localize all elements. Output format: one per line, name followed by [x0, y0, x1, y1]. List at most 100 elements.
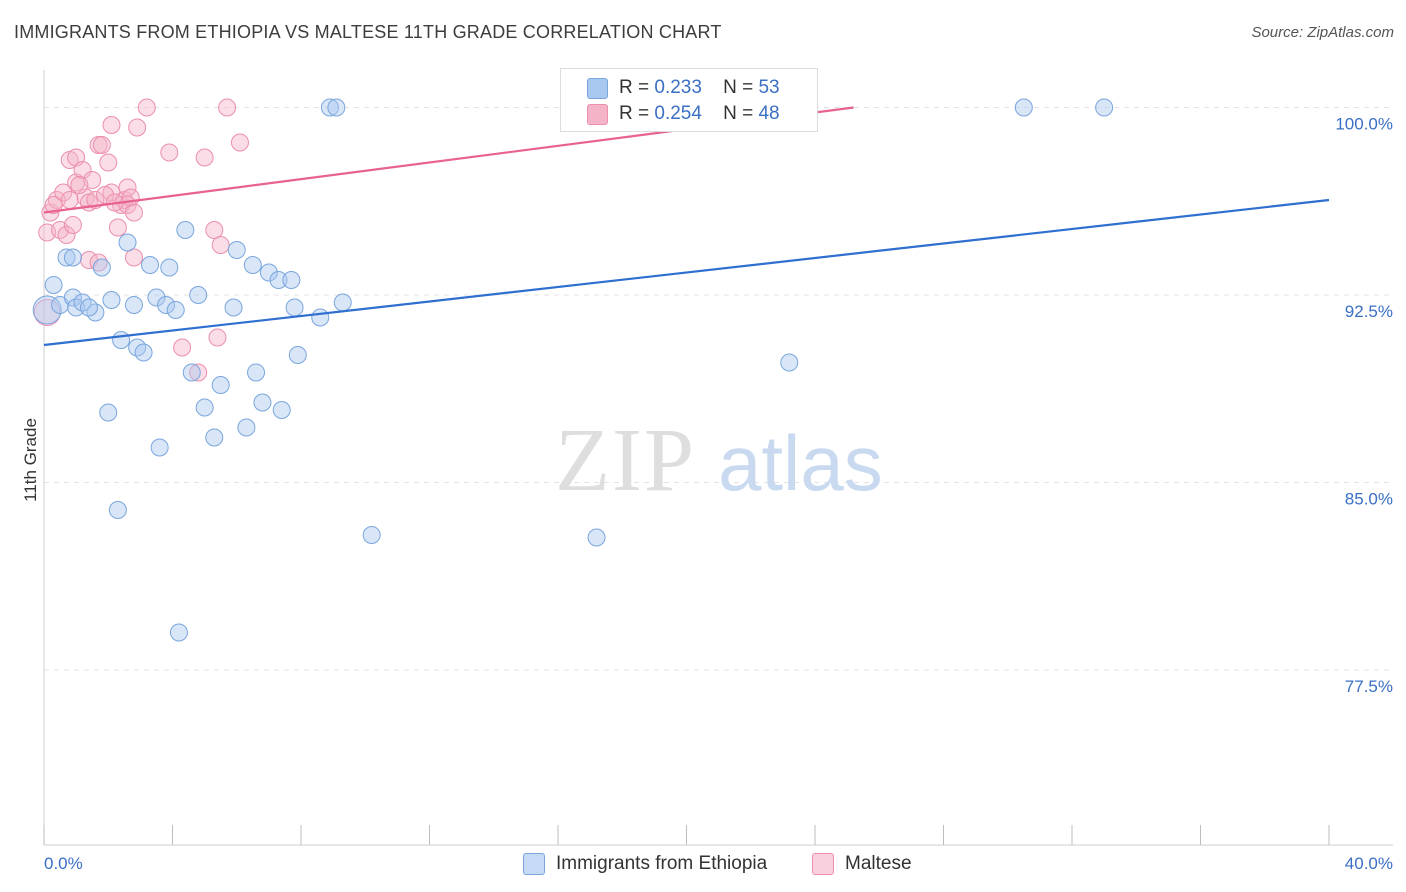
y-tick-label: 92.5%	[1345, 302, 1393, 321]
data-point-ethiopia	[227, 241, 246, 259]
data-point-ethiopia	[327, 98, 346, 117]
data-point-maltese	[121, 188, 140, 207]
data-point-ethiopia	[32, 295, 62, 325]
data-point-ethiopia	[780, 353, 799, 372]
watermark-zip: ZIP	[555, 411, 696, 510]
data-point-maltese	[124, 248, 143, 267]
data-point-ethiopia	[587, 528, 606, 547]
chart-title: IMMIGRANTS FROM ETHIOPIA VS MALTESE 11TH…	[14, 22, 722, 42]
data-point-ethiopia	[320, 98, 339, 117]
data-point-maltese	[211, 236, 230, 254]
legend-swatch-ethiopia	[587, 78, 608, 99]
legend-r-value: 0.233	[654, 77, 702, 98]
data-point-ethiopia	[108, 501, 127, 519]
gridlines	[44, 107, 1393, 671]
data-point-ethiopia	[362, 526, 381, 544]
data-point-ethiopia	[195, 398, 214, 417]
data-point-maltese	[195, 148, 214, 167]
data-point-ethiopia	[166, 301, 185, 319]
data-point-maltese	[108, 218, 127, 237]
legend-label-ethiopia: Immigrants from Ethiopia	[556, 853, 768, 874]
watermark-atlas: atlas	[718, 419, 883, 507]
data-point-ethiopia	[311, 308, 330, 327]
data-point-ethiopia	[141, 256, 160, 274]
data-point-maltese	[230, 133, 249, 152]
data-point-ethiopia	[63, 288, 82, 307]
data-point-ethiopia	[134, 343, 153, 362]
legend-label-maltese: Maltese	[845, 853, 912, 874]
y-axis-title: 11th Grade	[21, 418, 40, 502]
data-point-maltese	[118, 178, 137, 197]
data-point-maltese	[60, 191, 79, 209]
legend-r-value: 0.254	[654, 103, 702, 124]
data-point-ethiopia	[288, 346, 307, 364]
data-point-maltese	[63, 216, 82, 234]
data-point-ethiopia	[237, 418, 256, 437]
data-point-ethiopia	[169, 623, 188, 642]
legend-n-label: N =	[723, 77, 754, 98]
axes	[43, 70, 1393, 846]
data-point-ethiopia	[112, 331, 131, 349]
data-point-ethiopia	[189, 286, 208, 304]
data-point-ethiopia	[182, 363, 201, 382]
legend-n-value: 48	[758, 103, 780, 124]
data-point-ethiopia	[272, 401, 291, 419]
data-point-maltese	[57, 226, 76, 244]
data-point-ethiopia	[124, 296, 143, 314]
trend-line-ethiopia	[43, 198, 1330, 347]
data-point-maltese	[137, 98, 156, 117]
legend-swatch-maltese	[587, 104, 608, 125]
series-ethiopia	[32, 98, 1114, 642]
series-maltese	[33, 98, 738, 382]
legend-swatch-maltese	[812, 853, 834, 875]
data-point-ethiopia	[160, 258, 179, 277]
data-point-maltese	[54, 183, 73, 202]
data-point-maltese	[173, 338, 192, 357]
data-point-ethiopia	[253, 393, 272, 412]
data-point-ethiopia	[157, 296, 176, 314]
data-point-maltese	[92, 136, 111, 154]
correlation-legend: R = 0.233 N = 53 R = 0.254 N = 48	[560, 68, 818, 132]
tick-labels: 77.5% 85.0% 92.5% 100.0% 0.0% 40.0%	[44, 115, 1393, 874]
data-point-maltese	[124, 203, 143, 222]
source-label: Source: ZipAtlas.com	[1251, 24, 1394, 41]
y-tick-label: 85.0%	[1345, 490, 1393, 509]
data-point-ethiopia	[269, 271, 288, 289]
data-point-ethiopia	[150, 438, 169, 457]
data-point-maltese	[33, 299, 61, 326]
data-point-ethiopia	[44, 276, 63, 294]
data-point-maltese	[44, 196, 63, 214]
y-tick-label: 100.0%	[1335, 115, 1393, 134]
data-point-maltese	[208, 328, 227, 347]
legend-r-label: R =	[619, 77, 650, 98]
data-point-ethiopia	[243, 256, 262, 274]
data-point-ethiopia	[99, 403, 118, 422]
data-point-maltese	[102, 116, 121, 134]
data-point-ethiopia	[57, 248, 76, 267]
data-point-maltese	[99, 153, 118, 172]
x-tick-label: 0.0%	[44, 854, 83, 873]
data-point-maltese	[47, 191, 66, 209]
y-tick-label: 77.5%	[1345, 677, 1393, 696]
data-point-ethiopia	[147, 288, 166, 307]
data-point-ethiopia	[285, 298, 304, 317]
data-point-ethiopia	[282, 271, 301, 289]
data-point-maltese	[205, 221, 224, 239]
data-point-maltese	[73, 161, 92, 179]
data-point-ethiopia	[92, 258, 111, 277]
data-point-ethiopia	[1014, 98, 1033, 117]
data-point-maltese	[160, 143, 179, 162]
data-point-ethiopia	[224, 298, 243, 317]
data-point-ethiopia	[211, 376, 230, 394]
data-point-ethiopia	[118, 233, 137, 252]
data-point-maltese	[218, 98, 237, 117]
data-point-ethiopia	[176, 221, 195, 239]
data-point-ethiopia	[1095, 98, 1114, 117]
legend-n-label: N =	[723, 103, 754, 124]
series-legend: Immigrants from Ethiopia Maltese	[0, 852, 1406, 880]
data-point-maltese	[89, 253, 108, 272]
data-point-ethiopia	[333, 293, 352, 312]
data-point-ethiopia	[259, 263, 278, 282]
data-point-ethiopia	[247, 363, 266, 382]
